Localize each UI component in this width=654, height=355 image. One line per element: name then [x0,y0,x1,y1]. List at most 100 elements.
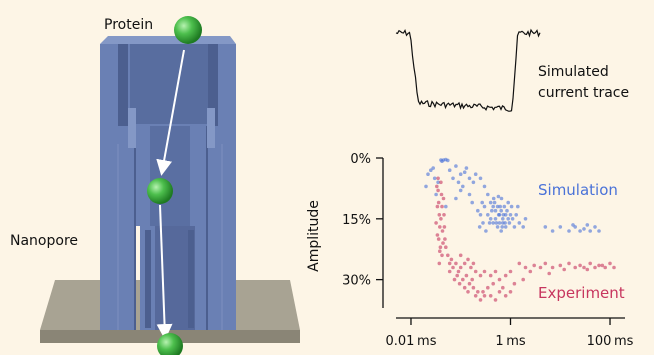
experiment-point [573,265,577,270]
experiment-point [582,265,586,270]
simulation-point [491,221,496,225]
experiment-point [482,294,487,298]
simulation-point [458,172,463,176]
simulation-point [499,208,504,213]
simulation-point [506,200,511,205]
simulation-point [597,229,601,233]
experiment-point [469,265,473,270]
simulation-point [502,204,507,209]
experiment-point [558,263,563,268]
simulation-point [501,217,505,221]
experiment-point [488,273,493,278]
experiment-point [470,277,475,282]
simulation-point [487,221,492,225]
experiment-point [436,200,441,205]
simulation-point [486,192,490,197]
simulation-point [507,221,512,225]
simulation-point [488,217,493,221]
simulation-point [473,172,478,176]
simulation-point [491,196,496,201]
protein-ball-bottom [157,333,183,355]
experiment-point [478,273,483,278]
simulation-point [496,194,501,199]
arrow-1 [156,49,185,176]
experiment-point [578,263,582,268]
simulation-point [491,204,496,209]
simulation-point [490,208,494,213]
experiment-point [597,263,601,268]
simulation-point [431,166,436,170]
simulation-point [482,184,487,189]
experiment-point [458,253,463,258]
simulation-point [486,213,490,217]
experiment-point [471,285,476,290]
experiment-point [435,204,440,209]
simulation-point [470,200,475,205]
experiment-point [434,221,438,225]
experiment-point [467,281,472,286]
simulation-point [585,223,590,227]
experiment-point [440,204,444,209]
simulation-point [509,204,514,209]
protein-label: Protein [104,17,154,33]
experiment-point [517,261,522,266]
simulation-point [578,229,582,233]
experiment-point [437,261,442,266]
experiment-point [612,265,616,270]
experiment-point [523,265,528,270]
experiment-point [488,294,493,298]
experiment-point [497,277,502,282]
simulation-point [471,180,476,185]
simulation-point [499,196,504,201]
experiment-point [532,263,536,268]
experiment-point [438,245,443,249]
experiment-point [478,298,483,302]
experiment-point [457,281,462,286]
arrow-2 [156,204,173,340]
simulation-point [521,225,525,229]
arrows [156,49,185,340]
experiment-point [508,269,513,274]
simulation-point [495,204,500,209]
experiment-point [456,269,461,274]
experiment-point [437,213,442,217]
simulation-point [478,213,483,217]
simulation-point [440,159,444,163]
simulation-point [456,180,461,185]
experiment-point [497,290,502,294]
experiment-point [455,273,460,278]
x-tick-label: 0.01 ms [385,334,436,349]
experiment-point [466,290,470,294]
simulation-point [458,188,463,193]
experiment-point [600,263,605,268]
experiment-point [449,257,454,262]
simulation-point [461,184,465,189]
simulation-point [503,221,507,225]
simulation-point [558,225,563,229]
experiment-point [473,294,478,298]
experiment-point [438,225,442,229]
experiment-point [438,249,442,253]
simulation-point [510,217,515,221]
simulation-point [482,204,487,209]
simulation-point [426,172,430,176]
experiment-point [444,245,448,249]
simulation-point [517,221,522,225]
experiment-point [547,271,551,276]
y-tick-label: 30% [342,274,371,289]
simulation-point [492,200,497,205]
simulation-point [567,229,571,233]
simulation-point [493,208,498,213]
experiment-point [439,180,443,185]
experiment-point [466,257,470,262]
simulation-point [497,221,502,225]
simulation-point [434,192,438,197]
simulation-point [424,184,428,189]
simulation-point [582,227,586,231]
simulation-point [447,168,452,172]
simulation-point [444,204,448,209]
experiment-point [464,273,469,278]
experiment-point [543,261,548,266]
experiment-point [476,290,480,294]
experiment-point [486,285,490,290]
